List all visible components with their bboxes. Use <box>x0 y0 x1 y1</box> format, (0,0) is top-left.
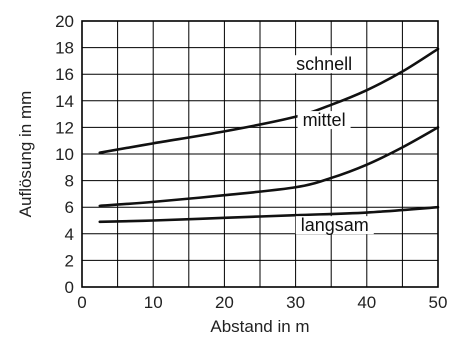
series-label-schnell: schnell <box>291 54 358 74</box>
grid <box>81 20 439 288</box>
y-tick-label: 8 <box>65 172 74 191</box>
x-axis-label: Abstand in m <box>210 317 309 336</box>
series-label-text: schnell <box>296 54 352 74</box>
y-tick-label: 14 <box>55 92 74 111</box>
y-tick-label: 12 <box>55 118 74 137</box>
plot-frame <box>81 20 439 288</box>
series-label-mittel: mittel <box>297 110 351 130</box>
series-line-mittel <box>98 126 440 208</box>
series-labels: schnell mittel langsam <box>291 54 374 235</box>
series-label-background <box>297 111 351 130</box>
x-tick-label: 0 <box>77 293 86 312</box>
y-tick-label: 6 <box>65 198 74 217</box>
series-label-background <box>295 216 374 235</box>
y-tick-labels: 0 2 4 6 8 10 12 14 16 18 20 <box>55 12 74 297</box>
x-tick-label: 20 <box>215 293 234 312</box>
y-tick-label: 18 <box>55 39 74 58</box>
x-tick-label: 10 <box>144 293 163 312</box>
series-label-text: mittel <box>303 110 346 130</box>
series-label-text: langsam <box>301 215 369 235</box>
y-tick-label: 16 <box>55 65 74 84</box>
y-tick-label: 0 <box>65 278 74 297</box>
series-label-langsam: langsam <box>295 215 374 235</box>
y-tick-label: 4 <box>65 225 74 244</box>
x-tick-label: 40 <box>357 293 376 312</box>
x-tick-labels: 0 10 20 30 40 50 <box>77 293 447 312</box>
x-tick-label: 30 <box>286 293 305 312</box>
series-label-background <box>291 55 358 74</box>
series-lines <box>98 47 440 224</box>
y-tick-label: 2 <box>65 251 74 270</box>
y-tick-label: 20 <box>55 12 74 31</box>
y-tick-label: 10 <box>55 145 74 164</box>
x-tick-label: 50 <box>429 293 448 312</box>
series-line-langsam <box>98 205 440 224</box>
y-axis-label: Auflösung in mm <box>16 91 35 218</box>
